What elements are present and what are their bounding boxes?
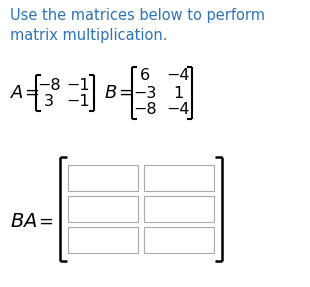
Text: −8: −8 [133,102,157,117]
Text: −4: −4 [166,102,190,117]
Bar [144,165,214,191]
Bar [68,196,138,222]
Text: 6: 6 [140,69,150,84]
Text: −1: −1 [66,77,90,92]
Bar [144,227,214,253]
Text: $B$: $B$ [104,84,117,102]
Text: $A$: $A$ [10,84,24,102]
Text: −8: −8 [37,77,61,92]
Text: 1: 1 [173,86,183,100]
Text: 3: 3 [44,94,54,110]
Text: =: = [38,213,53,231]
Bar [68,227,138,253]
Text: =: = [118,84,133,102]
Bar [144,196,214,222]
Text: −1: −1 [66,94,90,110]
Text: −4: −4 [166,69,190,84]
Text: =: = [24,84,39,102]
Text: Use the matrices below to perform
matrix multiplication.: Use the matrices below to perform matrix… [10,8,265,43]
Text: −3: −3 [133,86,157,100]
Text: $BA$: $BA$ [10,213,38,231]
Bar [68,165,138,191]
